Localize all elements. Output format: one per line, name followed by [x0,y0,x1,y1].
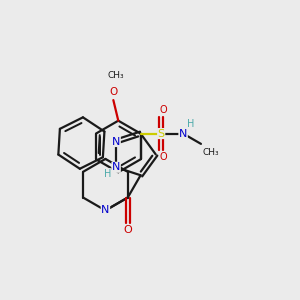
Text: N: N [112,136,120,146]
Text: N: N [101,206,110,215]
Text: O: O [123,225,132,235]
Text: S: S [158,129,165,139]
Text: N: N [112,162,120,172]
Text: O: O [109,87,118,97]
Text: CH₃: CH₃ [203,148,220,157]
Text: O: O [159,152,167,162]
Text: H: H [187,119,195,129]
Text: H: H [103,169,111,179]
Text: N: N [179,129,187,139]
Text: O: O [159,105,167,115]
Text: CH₃: CH₃ [107,71,124,80]
